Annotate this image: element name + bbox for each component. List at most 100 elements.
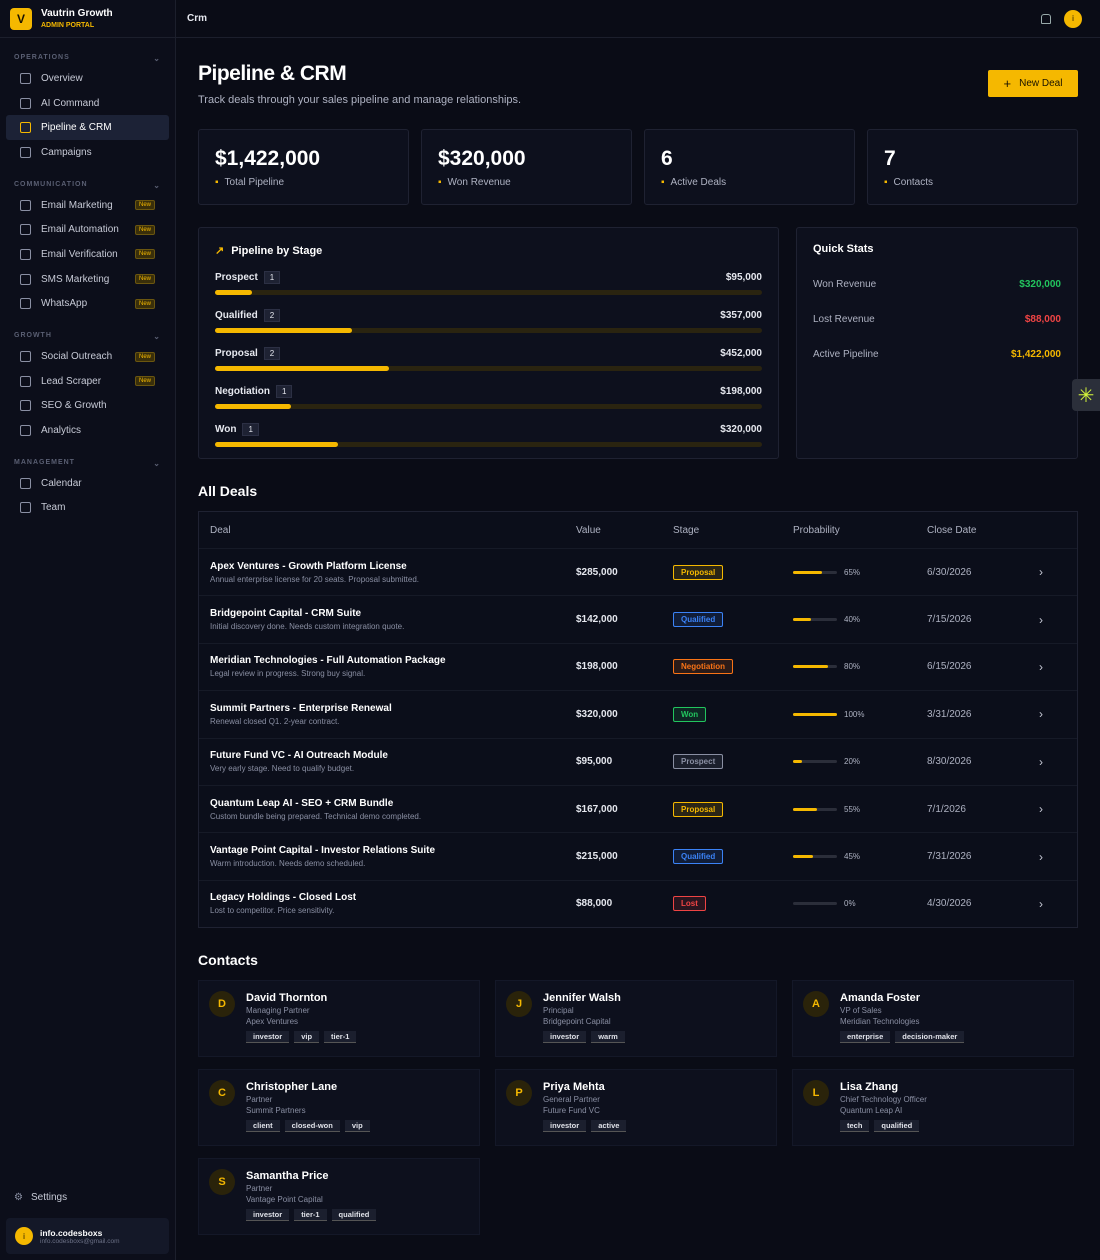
stage-cell: Prospect [673,754,793,770]
nav-item[interactable]: Lead Scraper New [6,369,169,394]
probability-track [793,855,837,859]
stat-value: $320,000 [438,147,526,170]
new-deal-button[interactable]: New Deal [988,70,1078,97]
contact-company: Vantage Point Capital [246,1195,323,1205]
stage-bar [215,328,353,333]
probability-label: 80% [844,662,861,672]
stage-cell: Proposal [673,564,793,580]
stage-count: 1 [242,423,259,436]
nav-label: Pipeline & CRM [41,122,112,134]
nav: OPERATIONS Overview AI Command Pipeline & C… [0,54,175,520]
probability-track [793,760,837,764]
nav-item[interactable]: Analytics [6,418,169,443]
nav-item[interactable]: AI Command [6,91,169,116]
contact-initial: L [803,1080,829,1107]
nav-item[interactable]: Email Verification New [6,242,169,267]
contact-card[interactable]: S Samantha Price Partner Vantage Point Capi… [198,1158,480,1236]
nav-badge: New [134,224,155,235]
quick-stats-title: Quick Stats [813,243,874,255]
nav-item[interactable]: WhatsApp New [6,292,169,317]
row-chevron[interactable]: › [1039,896,1043,911]
contact-card[interactable]: P Priya Mehta General Partner Future Fund V… [495,1069,777,1147]
close-date: 8/30/2026 [927,756,972,768]
row-chevron[interactable]: › [1039,802,1043,817]
contact-name: Christopher Lane [246,1081,338,1094]
nav-item[interactable]: Social Outreach New [6,344,169,369]
nav-badge: New [134,298,155,309]
contact-company: Apex Ventures [246,1017,299,1027]
deal-row[interactable]: Legacy Holdings - Closed Lost Lost to com… [199,879,1077,927]
row-chevron[interactable]: › [1039,849,1043,864]
contact-tag: vip [344,1120,370,1133]
row-chevron[interactable]: › [1039,565,1043,580]
nav-item[interactable]: Pipeline & CRM [6,115,169,141]
nav-item[interactable]: SEO & Growth [6,394,169,419]
contact-tags: investor vip tier-1 [246,1031,357,1044]
stage-header: Prospect 1 $95,000 [215,271,762,284]
row-chevron[interactable]: › [1039,612,1043,627]
settings-link[interactable]: Settings [0,1184,175,1210]
row-chevron[interactable]: › [1039,659,1043,674]
deal-row[interactable]: Bridgepoint Capital - CRM Suite Initial d… [199,595,1077,642]
deal-row[interactable]: Apex Ventures - Growth Platform License A… [199,548,1077,595]
contact-role: Chief Technology Officer [840,1095,927,1105]
nav-label: Calendar [41,477,82,489]
stage-track [215,290,762,295]
contact-card[interactable]: J Jennifer Walsh Principal Bridgepoint Capi… [495,980,777,1058]
row-chevron[interactable]: › [1039,754,1043,769]
probability-bar [793,855,813,859]
contact-card[interactable]: A Amanda Foster VP of Sales Meridian Techno… [792,980,1074,1058]
nav-section-title: COMMUNICATION [0,181,175,193]
nav-item[interactable]: Calendar [6,471,169,496]
contact-tag: qualified [874,1120,920,1133]
stage-track [215,328,762,333]
user-card[interactable]: i info.codesboxs info.codesboxs@gmail.co… [6,1218,169,1254]
logo: V [10,7,32,30]
deal-row[interactable]: Meridian Technologies - Full Automation … [199,642,1077,690]
deal-row[interactable]: Quantum Leap AI - SEO + CRM Bundle Custom… [199,784,1077,832]
deal-description: Initial discovery done. Needs custom int… [210,622,405,632]
nav-item[interactable]: Email Marketing New [6,193,169,218]
stat-caption: Total Pipeline [215,177,392,188]
deal-row[interactable]: Vantage Point Capital - Investor Relatio… [199,832,1077,879]
probability-label: 55% [844,804,861,814]
stat-value: $1,422,000 [215,147,321,170]
contact-card[interactable]: C Christopher Lane Partner Summit Partners c… [198,1069,480,1147]
column-header: Close Date [927,524,977,536]
contact-tags: enterprise decision-maker [840,1031,965,1044]
nav-item[interactable]: Campaigns [6,140,169,165]
stage-badge: Lost [673,896,706,912]
nav-item[interactable]: Team [6,496,169,521]
contact-body: Priya Mehta General Partner Future Fund VC… [543,1080,627,1135]
contact-tag: investor [543,1031,587,1044]
nav-item[interactable]: Email Automation New [6,217,169,242]
row-chevron[interactable]: › [1039,707,1043,722]
probability-bar [793,665,829,669]
deal-row[interactable]: Summit Partners - Enterprise Renewal Rene… [199,690,1077,737]
probability-label: 45% [844,852,861,862]
stage-cell: Lost [673,896,793,912]
close-date: 6/30/2026 [927,566,972,578]
nav-item[interactable]: Overview [6,66,169,91]
column-header: Value [576,524,601,536]
deal-description: Legal review in progress. Strong buy sig… [210,669,366,679]
notifications[interactable] [1041,13,1051,24]
probability-label: 20% [844,757,861,767]
stat-caption: Won Revenue [438,177,615,188]
nav-item[interactable]: SMS Marketing New [6,267,169,292]
contact-card[interactable]: D David Thornton Managing Partner Apex Vent… [198,980,480,1058]
deal-row[interactable]: Future Fund VC - AI Outreach Module Very … [199,737,1077,785]
contact-tag: warm [591,1031,625,1044]
assistant-button[interactable]: ✳ [1072,379,1100,411]
contact-role: Partner [246,1184,273,1194]
stage-count: 2 [263,309,281,322]
stage-header: Negotiation 1 $198,000 [215,385,762,398]
stage-badge: Won [673,706,707,722]
topbar-avatar[interactable]: i [1064,9,1082,28]
overview-row: Pipeline by Stage Prospect 1 $95,000 Qualif… [198,227,1078,459]
contact-card[interactable]: L Lisa Zhang Chief Technology Officer Quant… [792,1069,1074,1147]
stage-badge: Prospect [673,754,724,770]
contact-name: Samantha Price [246,1170,329,1183]
contact-company: Summit Partners [246,1106,306,1116]
